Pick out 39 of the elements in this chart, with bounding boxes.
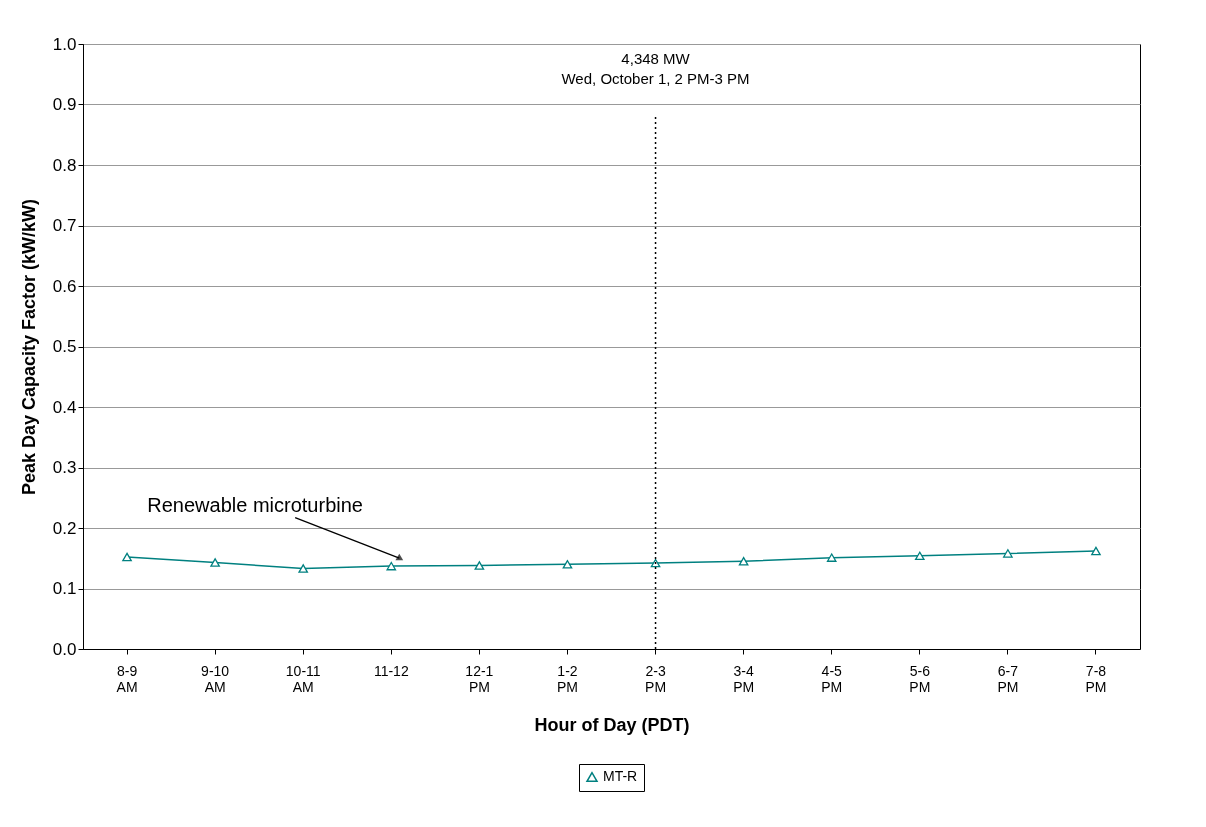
point (474, 561, 485, 570)
y-tick-label: 0.7 (52, 216, 77, 235)
x-tick-label: 8-9 AM (116, 662, 138, 695)
point (562, 560, 573, 569)
y-axis-title: Peak Day Capacity Factor (kW/kW) (18, 198, 39, 496)
annotation: Renewable microturbine (147, 493, 363, 516)
point (1091, 546, 1101, 556)
point (914, 551, 925, 561)
legend-label: MT-R (603, 768, 638, 784)
y-tick-label: 1.0 (52, 34, 77, 54)
x-tick-label: 11-12 (373, 662, 409, 679)
x-tick-label: 2-3 PM (645, 662, 667, 695)
point (210, 558, 220, 567)
x-tick-label: 1-2 PM (556, 662, 578, 695)
x-tick-label: 4-5 PM (821, 662, 843, 695)
y-tick-label: 0.5 (52, 337, 77, 356)
point (826, 553, 837, 562)
x-tick-label: 7-8 PM (1085, 662, 1107, 695)
y-tick-label: 0.0 (52, 639, 77, 659)
x-tick-label: 9-10 AM (201, 662, 230, 695)
y-tick-label: 0.9 (52, 95, 77, 114)
point (1003, 549, 1013, 558)
y-tick-label: 0.4 (52, 397, 77, 417)
y-tick-label: 0.3 (52, 458, 77, 477)
x-tick-label: 6-7 PM (997, 662, 1019, 695)
point (298, 564, 309, 573)
x-tick-label: 3-4 PM (733, 662, 755, 695)
x-axis-title: Hour of Day (PDT) (534, 714, 690, 735)
point (122, 552, 132, 562)
x-tick-label: 10-11 AM (285, 662, 321, 695)
ref-line-label: 4,348 MW Wed, October 1, 2 PM-3 PM (561, 50, 750, 87)
y-tick-label: 0.8 (52, 155, 77, 175)
y-tick-label: 0.1 (52, 579, 77, 598)
y-tick-label: 0.6 (52, 276, 77, 296)
y-tick-label: 0.2 (52, 518, 77, 538)
x-tick-label: 5-6 PM (909, 662, 931, 695)
x-tick-label: 12-1 PM (465, 662, 494, 695)
point (386, 561, 397, 571)
point (738, 557, 749, 566)
